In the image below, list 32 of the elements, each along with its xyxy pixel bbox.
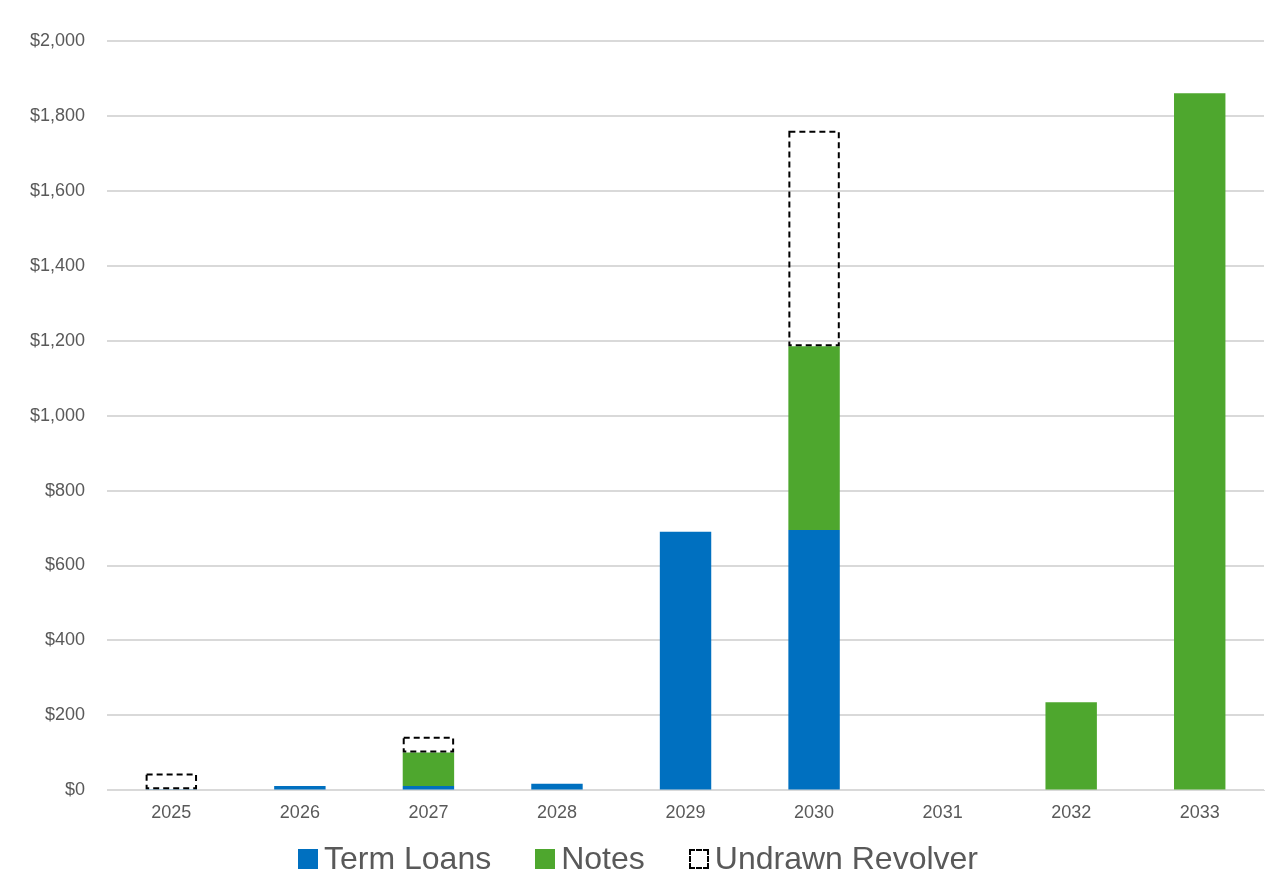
x-tick-label: 2030 [794, 802, 835, 823]
bar [659, 531, 712, 790]
y-tick-label: $1,200 [29, 329, 86, 350]
x-tick-label: 2031 [922, 802, 963, 823]
bar [788, 346, 840, 530]
y-tick-label: $0 [65, 779, 86, 800]
y-tick-label: $800 [45, 479, 86, 500]
x-tick-label: 2032 [1051, 802, 1092, 823]
x-tick-label: 2033 [1179, 802, 1220, 823]
y-tick-label: $1,400 [29, 254, 86, 275]
x-tick-label: 2026 [279, 802, 320, 823]
bar [788, 529, 840, 790]
y-tick-label: $200 [45, 704, 86, 725]
x-tick-label: 2025 [151, 802, 192, 823]
x-tick-label: 2028 [536, 802, 577, 823]
bar [788, 130, 840, 347]
y-tick-label: $600 [45, 554, 86, 575]
bar [402, 752, 455, 786]
bar [402, 736, 455, 753]
legend-label: Notes [561, 840, 645, 877]
x-tick-label: 2027 [408, 802, 449, 823]
y-tick-label: $1,600 [29, 179, 86, 200]
y-tick-label: $1,000 [29, 404, 86, 425]
y-tick-label: $400 [45, 629, 86, 650]
bar [1174, 93, 1226, 790]
legend-label: Undrawn Revolver [714, 840, 978, 877]
y-tick-label: $2,000 [29, 29, 86, 50]
bar [1045, 702, 1097, 790]
x-tick-label: 2029 [665, 802, 706, 823]
y-tick-label: $1,800 [29, 104, 86, 125]
legend-label: Term Loans [324, 840, 492, 877]
bar [145, 773, 198, 790]
